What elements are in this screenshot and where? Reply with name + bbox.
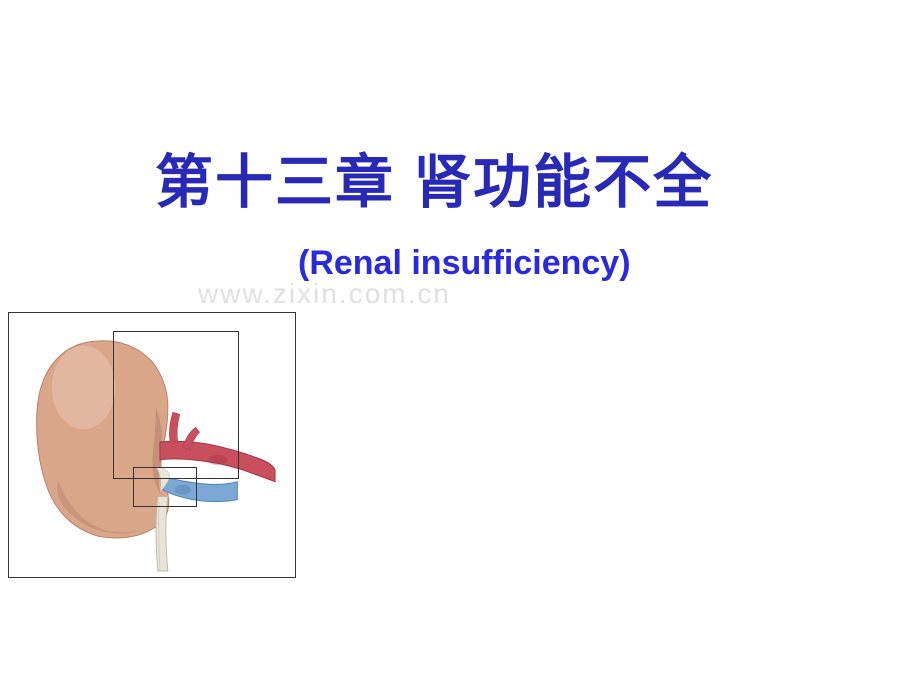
annotation-box-lower xyxy=(133,467,197,507)
chapter-title: 第十三章 肾功能不全 xyxy=(155,135,713,219)
kidney-illustration xyxy=(8,312,296,578)
annotation-box-upper xyxy=(113,331,239,479)
watermark-text: www.zixin.com.cn xyxy=(198,278,451,310)
